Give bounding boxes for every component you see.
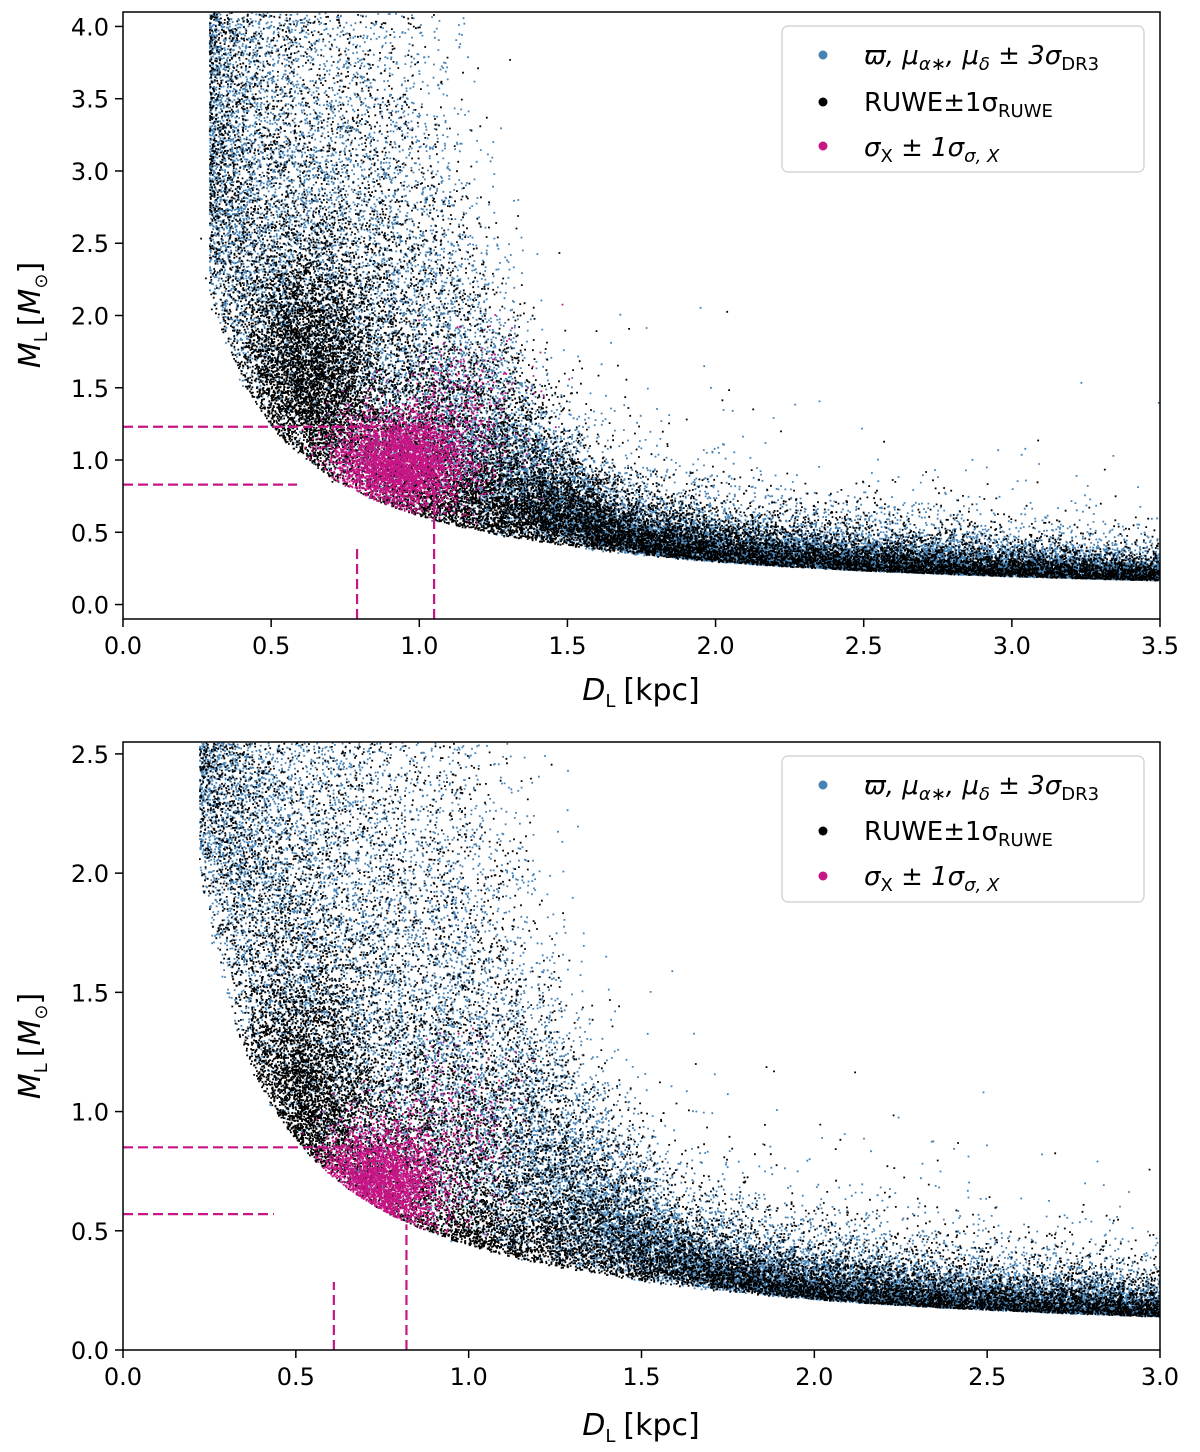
bottom-x-axis-label: DL [kpc] bbox=[582, 1408, 699, 1447]
x-tick-label: 2.0 bbox=[795, 1363, 833, 1391]
bottom-legend-marker-blue bbox=[819, 781, 828, 790]
x-tick-label: 3.0 bbox=[1141, 1363, 1179, 1391]
x-tick-label: 2.5 bbox=[968, 1363, 1006, 1391]
bottom-legend: ϖ, μα∗, μδ ± 3σDR3 RUWE±1σRUWE σX ± 1σσ,… bbox=[782, 756, 1144, 902]
x-tick-label: 0.0 bbox=[104, 632, 142, 660]
bottom-scatter-panel: 0.0 0.5 1.0 1.5 2.0 2.5 3.0 0.0 0.5 1.0 1.5 2.0 2.5… bbox=[13, 741, 1179, 1447]
bottom-x-axis: 0.0 0.5 1.0 1.5 2.0 2.5 3.0 bbox=[104, 1350, 1179, 1391]
y-tick-label: 1.5 bbox=[71, 979, 109, 1007]
y-tick-label: 3.0 bbox=[71, 158, 109, 186]
y-tick-label: 2.0 bbox=[71, 860, 109, 888]
y-tick-label: 2.5 bbox=[71, 230, 109, 258]
y-tick-label: 2.0 bbox=[71, 303, 109, 331]
bottom-legend-marker-black bbox=[819, 827, 828, 836]
x-tick-label: 0.0 bbox=[104, 1363, 142, 1391]
y-tick-label: 3.5 bbox=[71, 86, 109, 114]
y-tick-label: 0.5 bbox=[71, 1218, 109, 1246]
y-tick-label: 0.0 bbox=[71, 1337, 109, 1365]
top-y-axis: 0.0 0.5 1.0 1.5 2.0 2.5 3.0 3.5 4.0 bbox=[71, 13, 123, 619]
x-tick-label: 0.5 bbox=[277, 1363, 315, 1391]
top-legend-marker-magenta bbox=[819, 142, 828, 151]
top-legend: ϖ, μα∗, μδ ± 3σDR3 RUWE±1σRUWE σX ± 1σσ,… bbox=[782, 26, 1144, 172]
y-tick-label: 1.0 bbox=[71, 447, 109, 475]
y-tick-label: 2.5 bbox=[71, 741, 109, 769]
bottom-y-axis-label: ML[M⊙] bbox=[13, 993, 52, 1099]
top-scatter-panel: 0.0 0.5 1.0 1.5 2.0 2.5 3.0 3.5 0.0 0.5 1.0 1.5 2.0… bbox=[13, 12, 1179, 712]
top-x-axis-label: DL [kpc] bbox=[582, 673, 699, 712]
x-tick-label: 3.5 bbox=[1141, 632, 1179, 660]
y-tick-label: 1.5 bbox=[71, 375, 109, 403]
top-legend-marker-black bbox=[819, 98, 828, 107]
bottom-y-axis: 0.0 0.5 1.0 1.5 2.0 2.5 bbox=[71, 741, 123, 1365]
top-y-axis-label: ML[M⊙] bbox=[13, 262, 52, 368]
bottom-legend-marker-magenta bbox=[819, 872, 828, 881]
x-tick-label: 1.5 bbox=[622, 1363, 660, 1391]
y-tick-label: 4.0 bbox=[71, 13, 109, 41]
x-tick-label: 1.0 bbox=[400, 632, 438, 660]
top-legend-marker-blue bbox=[819, 51, 828, 60]
y-tick-label: 0.5 bbox=[71, 519, 109, 547]
x-tick-label: 0.5 bbox=[252, 632, 290, 660]
x-tick-label: 1.5 bbox=[548, 632, 586, 660]
x-tick-label: 3.0 bbox=[993, 632, 1031, 660]
top-x-axis: 0.0 0.5 1.0 1.5 2.0 2.5 3.0 3.5 bbox=[104, 619, 1179, 660]
x-tick-label: 1.0 bbox=[450, 1363, 488, 1391]
x-tick-label: 2.0 bbox=[696, 632, 734, 660]
y-tick-label: 0.0 bbox=[71, 592, 109, 620]
y-tick-label: 1.0 bbox=[71, 1099, 109, 1127]
x-tick-label: 2.5 bbox=[845, 632, 883, 660]
